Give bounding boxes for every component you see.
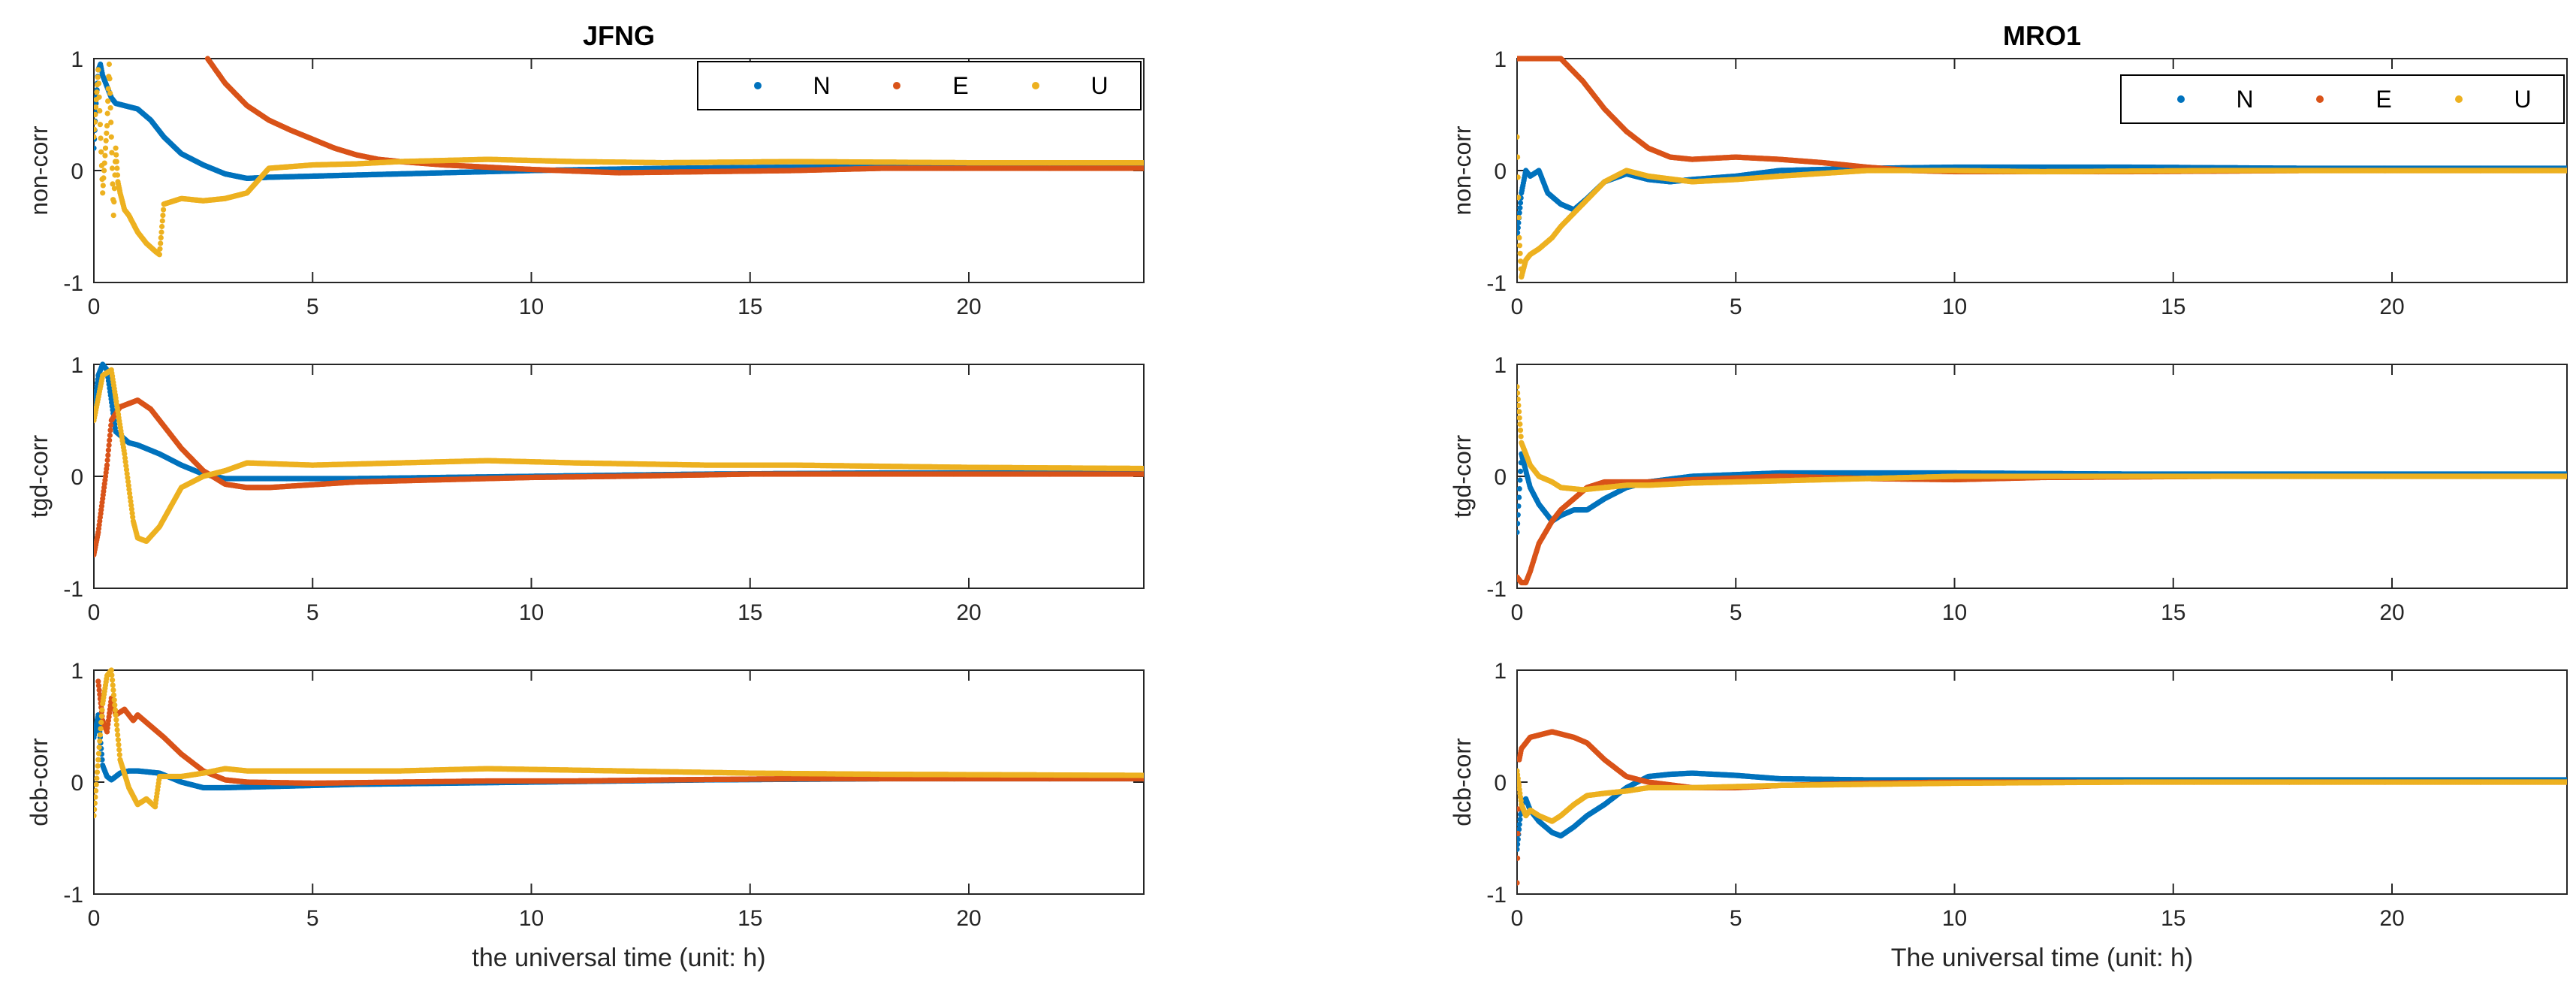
data-point-U (156, 252, 162, 258)
data-point-U (158, 229, 164, 235)
data-point-U (101, 160, 107, 166)
data-layer (94, 56, 1144, 258)
data-point-E (1141, 165, 1144, 171)
data-point-U (110, 181, 116, 187)
data-point-U (102, 153, 108, 159)
data-point-U (101, 175, 107, 181)
data-point-U (95, 80, 102, 86)
data-point-U (113, 159, 119, 165)
data-point-U (108, 134, 114, 140)
data-point-U (111, 186, 117, 192)
data-point-U (97, 107, 103, 114)
data-point-U (159, 223, 165, 230)
data-point-U (94, 111, 98, 118)
x-tick-label: 0 (88, 295, 101, 319)
y-tick-label: -1 (63, 271, 83, 296)
data-point-U (94, 104, 99, 110)
y-axis-label: non-corr (26, 125, 53, 216)
data-point-U (159, 218, 165, 224)
data-point-U (98, 149, 104, 155)
data-point-U (102, 145, 109, 151)
data-point-U (94, 134, 97, 140)
data-point-U (105, 86, 111, 92)
x-tick-label: 20 (956, 295, 981, 319)
data-point-U (114, 172, 121, 178)
data-point-U (110, 213, 116, 219)
x-tick-label: 10 (519, 295, 544, 319)
x-tick-label: 5 (306, 295, 319, 319)
data-point-N (94, 145, 97, 151)
data-point-U (160, 213, 166, 219)
data-point-U (113, 152, 119, 158)
data-point-U (107, 90, 113, 96)
series-U (94, 61, 1144, 258)
series-E (204, 56, 1144, 176)
data-point-U (101, 168, 107, 174)
data-point-U (94, 89, 100, 95)
data-point-U (158, 234, 164, 240)
data-point-U (98, 135, 104, 141)
data-point-U (94, 126, 98, 132)
data-point-U (107, 76, 113, 82)
data-point-U (104, 110, 110, 116)
data-point-U (114, 165, 120, 171)
data-point-U (103, 137, 109, 144)
x-tick-label: 15 (738, 295, 762, 319)
data-point-U (105, 98, 111, 104)
chart-title: JFNG (583, 20, 655, 51)
data-point-U (100, 183, 106, 189)
data-point-U (96, 94, 102, 100)
data-point-U (158, 240, 164, 246)
data-point-U (107, 105, 113, 111)
data-point-U (106, 61, 112, 68)
y-tick-label: 1 (71, 47, 83, 72)
data-point-U (104, 122, 110, 128)
data-point-U (111, 199, 117, 205)
data-point-U (97, 122, 103, 128)
data-point-U (100, 190, 106, 196)
data-point-U (95, 74, 101, 80)
data-point-U (161, 207, 167, 213)
y-tick-label: 0 (71, 159, 83, 184)
data-point-U (109, 165, 116, 171)
data-point-U (157, 246, 163, 252)
data-point-U (104, 130, 110, 136)
data-point-U (94, 119, 98, 125)
data-point-U (95, 67, 101, 73)
data-point-U (109, 150, 115, 156)
data-point-U (113, 145, 119, 151)
data-point-U (108, 119, 114, 125)
